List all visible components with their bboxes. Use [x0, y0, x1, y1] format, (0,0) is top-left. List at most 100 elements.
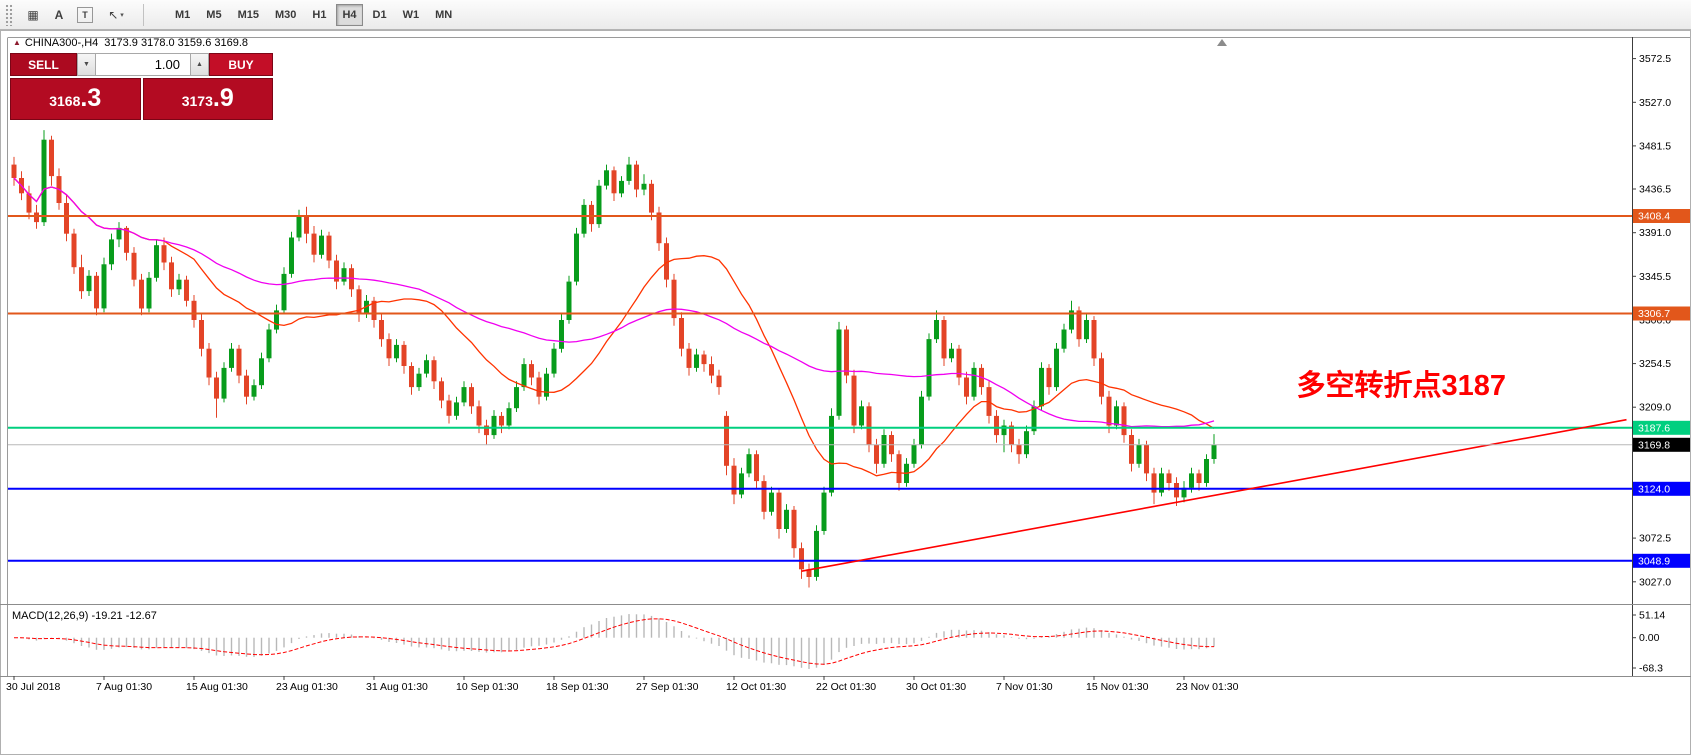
- sell-price-big-digit: .3: [80, 84, 102, 112]
- ma-line-55[interactable]: [13, 177, 1215, 428]
- time-tick-label: 15 Nov 01:30: [1086, 681, 1149, 693]
- candle: [259, 358, 264, 386]
- candle: [221, 367, 227, 399]
- timeframe-group: M1 M5 M15 M30 H1 H4 D1 W1 MN: [167, 3, 460, 26]
- timeframe-w1[interactable]: W1: [397, 4, 426, 26]
- timeframe-m15[interactable]: M15: [232, 4, 265, 26]
- candle: [139, 279, 144, 309]
- candle: [26, 193, 32, 213]
- buy-button[interactable]: BUY: [209, 53, 273, 76]
- candle: [874, 444, 879, 464]
- candle: [154, 245, 159, 278]
- timeframe-h1[interactable]: H1: [306, 4, 332, 26]
- candle: [64, 203, 69, 234]
- candle: [799, 548, 804, 570]
- candle: [1054, 348, 1059, 388]
- candle: [49, 139, 54, 177]
- cursor-tool[interactable]: ↖ ▾: [99, 3, 133, 27]
- candle: [484, 425, 489, 436]
- time-tick-label: 18 Sep 01:30: [546, 681, 609, 693]
- candle: [191, 300, 197, 320]
- candle: [641, 183, 647, 190]
- sell-price-main: 3168: [49, 93, 81, 109]
- macd-tick-label: 51.14: [1639, 610, 1665, 622]
- candle: [971, 367, 977, 397]
- volume-decrease-button[interactable]: ▼: [77, 53, 96, 76]
- candle: [1039, 367, 1044, 407]
- candle: [206, 348, 212, 378]
- timeframe-h4[interactable]: H4: [336, 3, 363, 26]
- price-badge-label: 3169.8: [1638, 439, 1670, 451]
- sell-price-panel[interactable]: 3168.3: [10, 78, 141, 120]
- candle: [386, 339, 392, 359]
- chart-templates-icon[interactable]: ▦: [21, 3, 45, 27]
- candle: [806, 569, 812, 577]
- candle: [334, 260, 339, 282]
- candle: [424, 360, 429, 374]
- annotate-a-tool[interactable]: A: [47, 3, 71, 27]
- candle: [821, 492, 827, 531]
- candle: [236, 348, 242, 376]
- candle: [634, 164, 639, 190]
- candle: [911, 444, 917, 464]
- candle: [311, 233, 317, 255]
- candle: [656, 212, 662, 244]
- price-badge: [1633, 481, 1690, 496]
- candle: [379, 320, 384, 340]
- candle: [709, 364, 714, 376]
- volume-increase-button[interactable]: ▲: [190, 53, 209, 76]
- candle: [476, 406, 482, 426]
- chevron-down-icon: ▾: [120, 11, 124, 19]
- buy-price-panel[interactable]: 3173.9: [142, 78, 273, 120]
- candle: [116, 227, 122, 240]
- symbol-timeframe-label: CHINA300-,H4: [24, 37, 99, 49]
- macd-tick-label: 0.00: [1639, 632, 1660, 644]
- time-tick-label: 10 Sep 01:30: [456, 681, 519, 693]
- candle: [1121, 406, 1127, 436]
- candle: [1211, 444, 1217, 459]
- time-tick-label: 30 Oct 01:30: [906, 681, 966, 693]
- toolbar-grip-handle[interactable]: [5, 3, 14, 26]
- candle: [499, 415, 504, 426]
- sell-button[interactable]: SELL: [10, 53, 77, 76]
- candle: [754, 454, 759, 482]
- candle: [596, 185, 602, 225]
- chart-annotation-text[interactable]: 多空转折点3187: [1297, 368, 1507, 402]
- candle: [1129, 435, 1134, 464]
- candle: [1159, 473, 1164, 493]
- price-tick-label: 3527.0: [1639, 97, 1671, 109]
- volume-input[interactable]: [96, 53, 190, 76]
- price-badge: [1633, 209, 1690, 223]
- price-badge: [1633, 306, 1690, 321]
- candle: [581, 204, 587, 234]
- candle: [994, 415, 999, 436]
- timeframe-d1[interactable]: D1: [367, 4, 393, 26]
- candle: [1151, 473, 1157, 493]
- timeframe-m1[interactable]: M1: [169, 4, 196, 26]
- chart-canvas[interactable]: 多空转折点3187 3572.5 3527.0 3481.5 3436.5 3391.0 3…: [0, 30, 1691, 755]
- candle: [454, 402, 459, 416]
- candle: [274, 310, 279, 330]
- time-tick-label: 22 Oct 01:30: [816, 681, 876, 693]
- text-label-tool[interactable]: T: [73, 3, 97, 27]
- candle: [326, 235, 332, 261]
- timeframe-m5[interactable]: M5: [200, 4, 227, 26]
- timeframe-m30[interactable]: M30: [269, 4, 302, 26]
- candle: [1181, 487, 1187, 498]
- candle: [296, 216, 302, 238]
- candle: [1091, 320, 1097, 359]
- candle: [589, 204, 594, 225]
- candle: [289, 237, 294, 274]
- candle: [521, 364, 527, 388]
- candle: [881, 435, 887, 464]
- candle: [836, 329, 842, 416]
- candle: [739, 473, 744, 495]
- candle: [784, 509, 789, 529]
- candle: [559, 320, 564, 349]
- timeframe-mn[interactable]: MN: [429, 4, 458, 26]
- toolbar-separator: [143, 3, 144, 26]
- candle: [1001, 425, 1007, 436]
- time-tick-label: 27 Sep 01:30: [636, 681, 699, 693]
- price-badge-label: 3306.7: [1638, 308, 1670, 320]
- candle: [161, 245, 167, 263]
